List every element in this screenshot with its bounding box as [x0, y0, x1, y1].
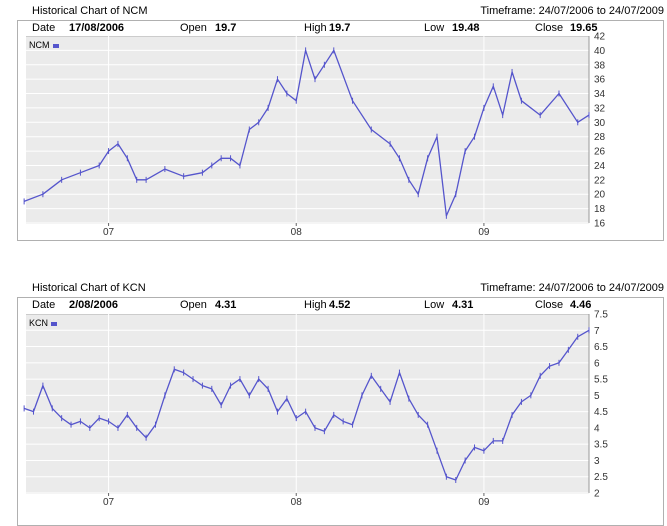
y-tick-label: 16	[594, 219, 606, 230]
quote-info-row: Date 2/08/2006 Open 4.31 High 4.52 Low 4…	[32, 298, 649, 312]
chart-title: Historical Chart of KCN	[32, 282, 146, 294]
open-label: Open	[180, 299, 207, 311]
y-tick-label: 2	[594, 489, 600, 500]
y-tick-label: 24	[594, 161, 606, 172]
y-tick-label: 22	[594, 175, 606, 186]
y-tick-label: 4.5	[594, 407, 608, 418]
timeframe-label: Timeframe:	[480, 282, 536, 294]
high-label: High	[304, 22, 327, 34]
y-tick-label: 28	[594, 132, 606, 143]
x-tick-label: 08	[291, 227, 303, 238]
timeframe: Timeframe: 24/07/2006 to 24/07/2009	[480, 5, 664, 17]
plot-area	[26, 36, 589, 224]
y-tick-label: 5.5	[594, 375, 608, 386]
y-tick-label: 18	[594, 204, 606, 215]
y-tick-label: 40	[594, 46, 606, 57]
chart-panel-kcn: Historical Chart of KCN Timeframe: 24/07…	[0, 279, 667, 526]
low-label: Low	[424, 22, 445, 34]
timeframe-value: 24/07/2006 to 24/07/2009	[538, 282, 664, 294]
y-tick-label: 2.5	[594, 472, 608, 483]
y-tick-label: 20	[594, 190, 606, 201]
y-tick-label: 6.5	[594, 342, 608, 353]
y-tick-label: 30	[594, 118, 606, 129]
y-tick-label: 26	[594, 147, 606, 158]
y-tick-label: 5	[594, 391, 600, 402]
legend: NCM	[29, 40, 59, 50]
open-value: 4.31	[215, 299, 237, 311]
x-tick-label: 09	[478, 497, 490, 508]
close-value: 19.65	[570, 22, 598, 34]
low-value: 19.48	[452, 22, 480, 34]
close-label: Close	[535, 299, 564, 311]
low-label: Low	[424, 299, 445, 311]
high-label: High	[304, 299, 327, 311]
close-label: Close	[535, 22, 564, 34]
series-line-ncm	[23, 49, 590, 217]
quote-info-row: Date 17/08/2006 Open 19.7 High 19.7 Low …	[32, 21, 649, 35]
close-value: 4.46	[570, 299, 592, 311]
y-tick-label: 6	[594, 358, 600, 369]
ncm-chart-svg: 16 18 20 22 24 26 28 30 32 34 36 38 40 42 07 08 09	[23, 32, 606, 238]
y-tick-label: 34	[594, 89, 606, 100]
legend-swatch	[52, 43, 59, 48]
plot-area	[26, 314, 589, 494]
x-tick-label: 09	[478, 227, 490, 238]
open-label: Open	[180, 22, 207, 34]
y-tick-label: 4	[594, 423, 600, 434]
timeframe: Timeframe: 24/07/2006 to 24/07/2009	[480, 282, 664, 294]
y-tick-label: 36	[594, 75, 606, 86]
timeframe-label: Timeframe:	[480, 5, 536, 17]
chart-title: Historical Chart of NCM	[32, 5, 148, 17]
date-label: Date	[32, 22, 56, 34]
y-tick-label: 3	[594, 456, 600, 467]
low-value: 4.31	[452, 299, 474, 311]
high-value: 4.52	[329, 299, 351, 311]
legend-label: KCN	[29, 318, 49, 328]
timeframe-value: 24/07/2006 to 24/07/2009	[538, 5, 664, 17]
y-tick-label: 7	[594, 326, 600, 337]
date-label: Date	[32, 299, 56, 311]
legend-label: NCM	[29, 40, 50, 50]
open-value: 19.7	[215, 22, 237, 34]
date-value: 2/08/2006	[69, 299, 118, 311]
y-tick-label: 32	[594, 103, 606, 114]
y-tick-label: 38	[594, 60, 606, 71]
date-value: 17/08/2006	[69, 22, 125, 34]
chart-panel-ncm: Historical Chart of NCM Timeframe: 24/07…	[0, 0, 667, 245]
kcn-chart-svg: 2 2.5 3 3.5 4 4.5 5 5.5 6 6.5 7 7.5 07 08 09	[23, 310, 608, 508]
y-tick-label: 3.5	[594, 440, 608, 451]
y-tick-label: 42	[594, 32, 606, 43]
x-tick-label: 07	[103, 497, 115, 508]
legend: KCN	[29, 318, 58, 328]
x-tick-label: 08	[291, 497, 303, 508]
legend-swatch	[51, 321, 58, 326]
x-tick-label: 07	[103, 227, 115, 238]
y-tick-label: 7.5	[594, 310, 608, 321]
high-value: 19.7	[329, 22, 351, 34]
